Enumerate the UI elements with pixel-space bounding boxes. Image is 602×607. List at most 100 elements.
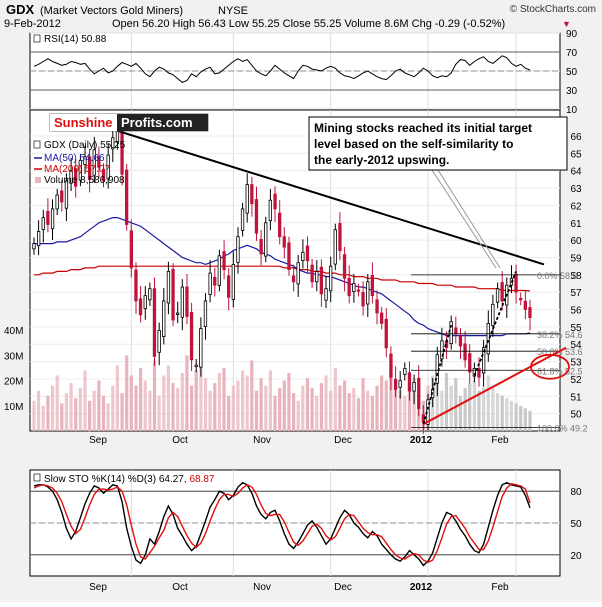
volume-bar	[134, 385, 138, 431]
volume-bar	[217, 373, 221, 431]
header-exchange: NYSE	[218, 5, 248, 17]
volume-bar	[463, 388, 467, 431]
chg-down-arrow-icon: ▼	[562, 19, 571, 29]
x-axis-label: Sep	[89, 582, 107, 593]
volume-bar	[273, 395, 277, 431]
candle-up	[240, 208, 245, 231]
sto-k-line	[33, 481, 531, 567]
volume-bar	[407, 383, 412, 431]
volume-bar	[356, 398, 361, 431]
rsi-tick-label: 30	[566, 86, 578, 97]
volume-bar	[398, 390, 402, 431]
candle-down	[120, 130, 124, 175]
candle-up	[328, 265, 333, 292]
candle-up	[324, 288, 328, 301]
candle-up	[352, 283, 356, 292]
candle-up	[106, 154, 110, 180]
candle-up	[92, 149, 96, 176]
candle-down	[101, 168, 106, 182]
volume-bar	[208, 390, 212, 431]
candle-down	[189, 311, 194, 361]
volume-bar	[509, 400, 513, 432]
candle-up	[301, 251, 305, 262]
volume-bar	[166, 365, 170, 431]
x-axis-label: Dec	[334, 582, 352, 593]
rsi-label: RSI(14) 50.88	[44, 34, 107, 45]
candle-down	[463, 343, 467, 361]
volume-bar	[278, 388, 282, 431]
volume-bar	[468, 383, 472, 431]
volume-bar	[125, 355, 129, 431]
volume-bar	[106, 403, 110, 431]
candle-down	[384, 318, 388, 349]
volume-bar	[254, 390, 259, 431]
candle-up	[366, 281, 370, 305]
volume-bar	[393, 388, 398, 431]
candle-up	[491, 303, 495, 326]
candle-down	[528, 307, 532, 319]
volume-bar	[514, 403, 518, 431]
volume-bar	[458, 395, 462, 431]
candle-down	[138, 298, 143, 316]
candle-down	[477, 368, 481, 378]
volume-bar	[329, 390, 333, 431]
volume-bar	[268, 370, 272, 431]
price-tick-label: 60	[570, 236, 582, 247]
annotation-box: Mining stocks reached its initial target…	[308, 116, 568, 171]
candle-down	[305, 245, 310, 262]
candle-up	[412, 381, 416, 392]
volume-bar	[37, 390, 41, 431]
ma200-legend: MA(200) 57.07	[44, 164, 111, 175]
volume-bar	[180, 373, 184, 431]
candle-down	[291, 275, 296, 283]
candle-down	[310, 264, 314, 283]
volume-bar	[287, 373, 291, 431]
candle-down	[277, 212, 282, 238]
price-tick-label: 66	[570, 132, 582, 143]
candle-up	[55, 194, 59, 210]
volume-bar	[264, 385, 268, 431]
x-axis-label: Oct	[172, 582, 188, 593]
volume-bar	[444, 373, 449, 431]
candle-up	[37, 231, 41, 247]
volume-bar	[115, 365, 119, 431]
candle-down	[500, 282, 504, 302]
volume-bar	[333, 368, 337, 431]
volume-bar	[292, 393, 296, 431]
header-quote: Open 56.20 High 56.43 Low 55.25 Close 55…	[112, 18, 505, 30]
volume-bar	[120, 393, 124, 431]
candle-up	[83, 156, 87, 165]
logo-part1: Sunshine	[54, 115, 113, 130]
rsi-tick-label: 90	[566, 29, 578, 40]
price-tick-label: 51	[570, 392, 582, 403]
volume-bar	[319, 383, 323, 431]
candle-up	[166, 270, 171, 304]
resistance-trendline	[117, 129, 545, 266]
candle-down	[393, 378, 398, 390]
volume-bar	[380, 375, 384, 431]
volume-bar	[97, 380, 101, 431]
candle-down	[356, 289, 361, 292]
candle-down	[514, 273, 518, 293]
fib-level-label: 100.0% 49.2	[537, 424, 588, 434]
volume-bar	[495, 393, 500, 431]
x-axis-label: 2012	[410, 582, 433, 593]
volume-tick-label: 10M	[4, 402, 23, 413]
candle-down	[375, 299, 379, 314]
candle-up	[315, 270, 319, 283]
price-tick-label: 53	[570, 358, 582, 369]
candle-down	[185, 286, 189, 317]
candle-up	[50, 208, 55, 230]
support-trendline	[422, 346, 567, 425]
volume-bar	[185, 355, 189, 431]
volume-bar	[69, 383, 73, 431]
ma50-legend: MA(50) 54.66	[44, 153, 105, 164]
logo-part2: Profits.com	[121, 115, 193, 130]
candle-down	[342, 254, 347, 279]
annotation-line-1: Mining stocks reached its initial target	[314, 121, 532, 135]
candle-down	[370, 275, 375, 297]
volume-bar	[83, 370, 87, 431]
candle-up	[162, 300, 166, 337]
